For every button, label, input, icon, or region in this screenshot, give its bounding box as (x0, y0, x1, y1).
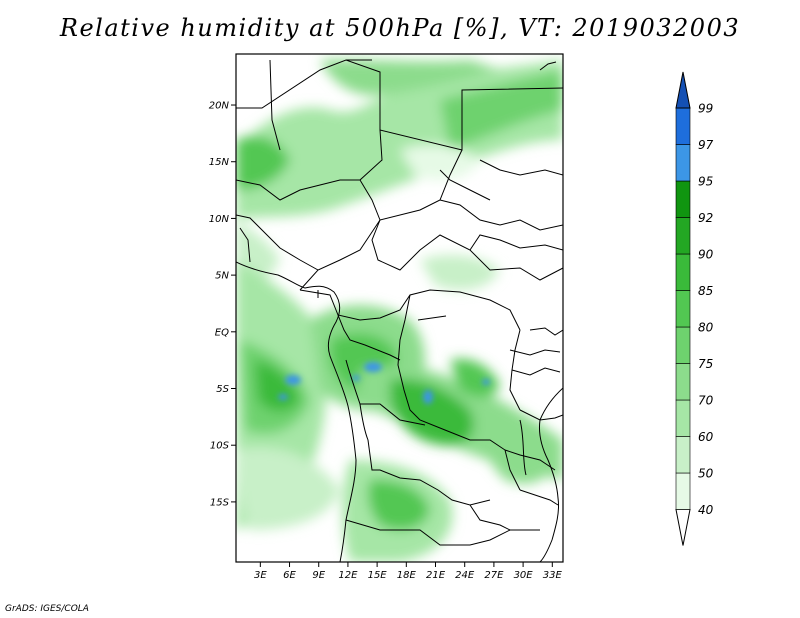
colorbar-label: 50 (698, 467, 714, 481)
lat-tick-label: 20N (209, 101, 230, 112)
colorbar-swatch (675, 217, 691, 255)
lon-tick-label: 12E (338, 570, 358, 581)
colorbar-swatch (675, 436, 691, 474)
humidity-peak-3 (364, 362, 382, 372)
humidity-shading (236, 59, 563, 562)
lon-tick-label: 33E (543, 570, 563, 581)
lat-tick-label: 10N (209, 214, 230, 225)
humidity-peak-5 (423, 390, 433, 404)
colorbar: 40 50 60 70 75 80 85 90 92 95 97 99 (675, 71, 714, 546)
humidity-peak-4 (352, 375, 360, 381)
lon-tick-label: 6E (283, 570, 296, 581)
lon-tick-label: 21E (426, 570, 446, 581)
humidity-peak-6 (482, 379, 490, 385)
colorbar-label: 92 (698, 211, 713, 225)
plot-frame (235, 53, 564, 563)
humidity-field (236, 59, 563, 562)
lon-tick-label: 18E (397, 570, 417, 581)
lon-tick-label: 30E (514, 570, 534, 581)
colorbar-swatch (675, 290, 691, 328)
border-north-africa (236, 59, 383, 221)
lon-tick-label: 3E (254, 570, 267, 581)
colorbar-label: 99 (698, 102, 713, 116)
humidity-peak-shading (278, 362, 490, 404)
colorbar-label: 85 (698, 284, 713, 298)
colorbar-label: 40 (698, 503, 714, 517)
map-title: Relative humidity at 500hPa [%], VT: 201… (59, 14, 741, 42)
coastline-west-africa (236, 261, 357, 562)
colorbar-swatch (675, 472, 691, 510)
humidity-peak-1 (285, 375, 301, 385)
latitude-axis: 20N 15N 10N 5N EQ 5S 10S 15S (209, 101, 236, 508)
colorbar-label: 60 (698, 430, 714, 444)
plot-area (235, 53, 564, 563)
grads-credit: GrADS: IGES/COLA (5, 604, 89, 614)
boundaries (236, 59, 563, 562)
lon-tick-label: 24E (455, 570, 475, 581)
lat-tick-label: 10S (210, 441, 230, 452)
colorbar-label: 95 (698, 175, 713, 189)
lat-tick-label: EQ (215, 327, 229, 338)
colorbar-label: 80 (698, 321, 714, 335)
colorbar-label: 90 (698, 248, 714, 262)
colorbar-swatch (675, 107, 691, 145)
humidity-peak-2 (278, 394, 288, 400)
colorbar-swatch (675, 180, 691, 218)
colorbar-label: 97 (698, 138, 714, 152)
lat-tick-label: 15S (210, 497, 230, 508)
colorbar-swatch (675, 326, 691, 364)
colorbar-label: 70 (698, 394, 714, 408)
lat-tick-label: 5S (216, 384, 229, 395)
longitude-axis: 3E 6E 9E 12E 15E 18E 21E 24E 27E 30E 33E (254, 562, 563, 581)
lon-tick-label: 9E (312, 570, 325, 581)
colorbar-swatch (675, 253, 691, 291)
colorbar-swatch (675, 144, 691, 182)
colorbar-swatch (675, 509, 691, 546)
lon-tick-label: 15E (368, 570, 388, 581)
colorbar-swatch (675, 363, 691, 401)
lat-tick-label: 5N (215, 271, 229, 282)
colorbar-swatch (675, 399, 691, 437)
coastline-east-africa (539, 387, 563, 562)
colorbar-label: 75 (698, 357, 713, 371)
colorbar-swatch (675, 71, 691, 109)
lon-tick-label: 27E (484, 570, 504, 581)
lat-tick-label: 15N (209, 157, 230, 168)
